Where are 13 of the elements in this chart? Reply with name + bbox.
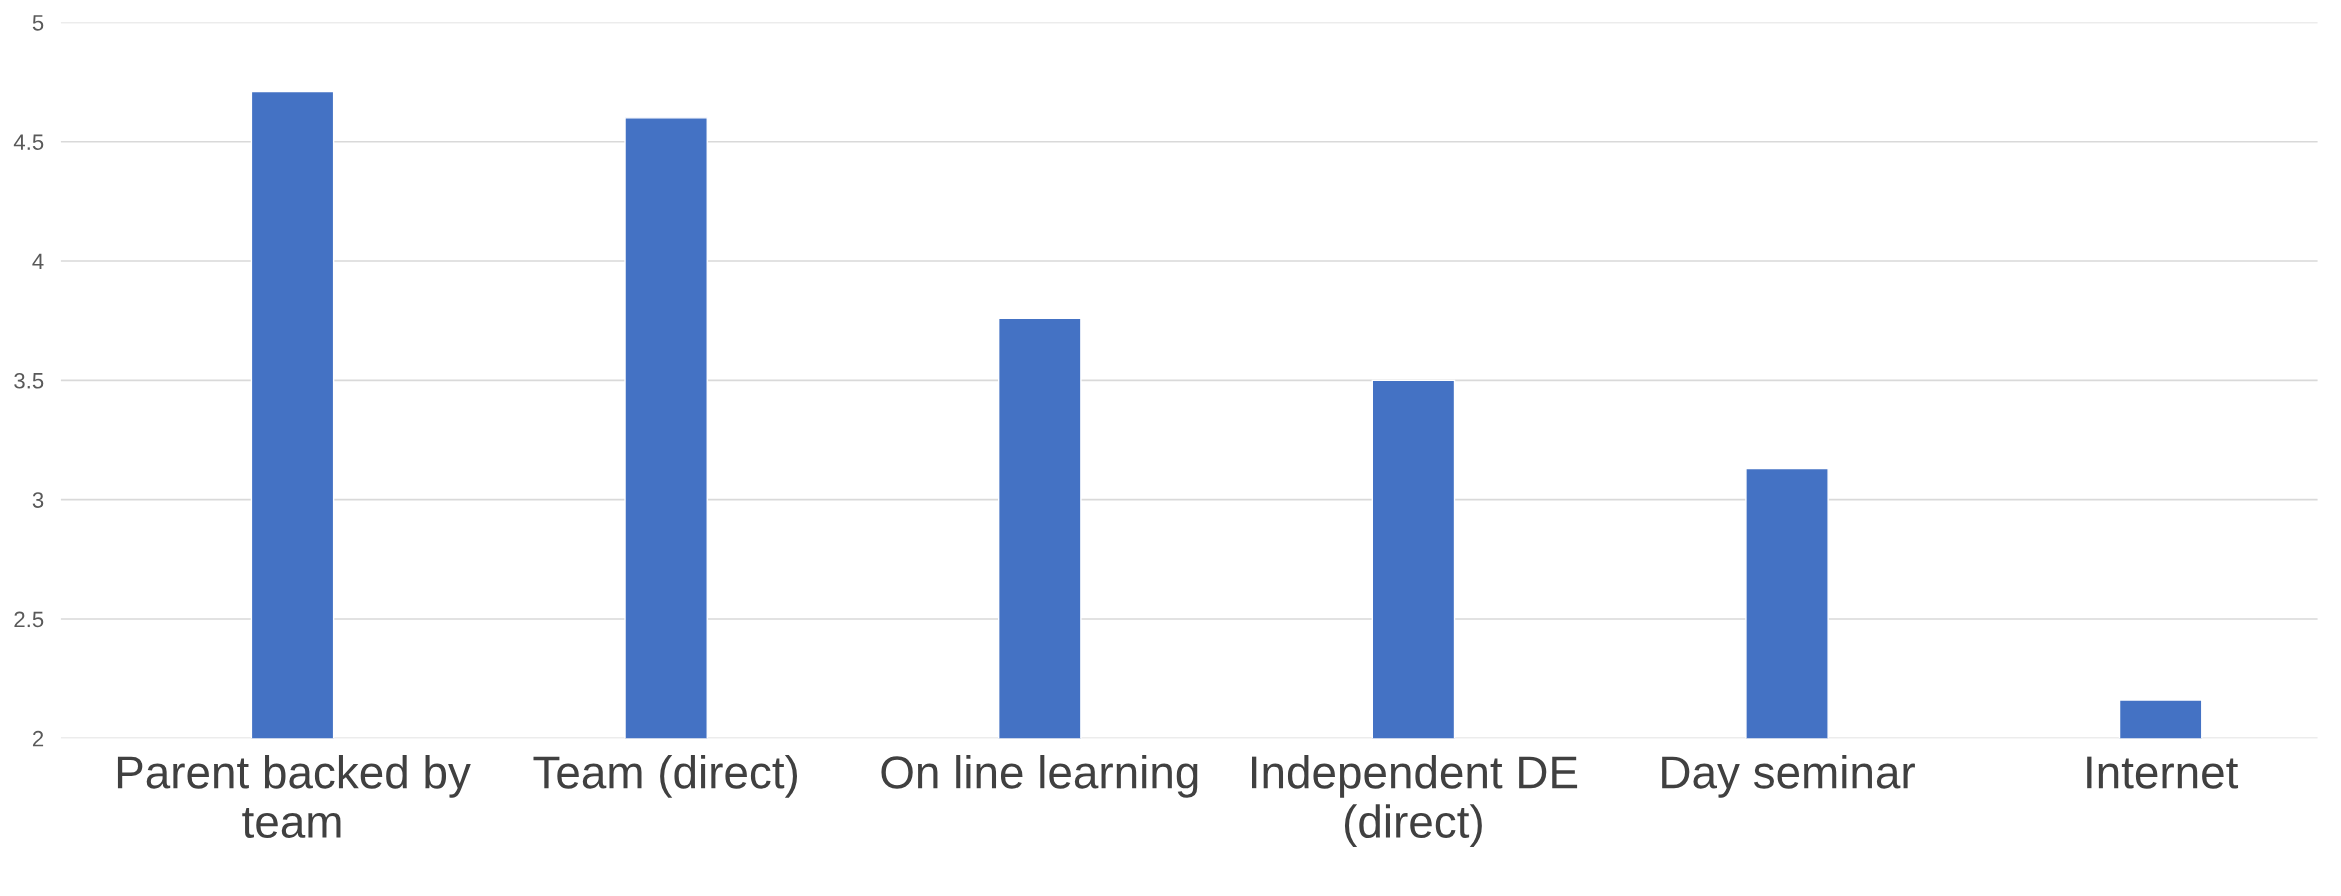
y-tick-label: 2 bbox=[32, 730, 44, 747]
y-tick-label: 3.5 bbox=[14, 372, 44, 389]
x-tick-label: Day seminar bbox=[1662, 754, 1915, 798]
y-tick-label: 4.5 bbox=[13, 134, 44, 150]
x-tick-label: Team (direct) bbox=[533, 754, 798, 798]
y-tick-label: 4 bbox=[32, 253, 44, 270]
y-tick-label: 2.5 bbox=[14, 611, 44, 628]
x-tick-label: Internet bbox=[2087, 756, 2239, 789]
x-tick-label: Parent backed by team bbox=[117, 754, 471, 838]
y-tick-label: 5 bbox=[32, 15, 44, 31]
x-tick-label: On line learning bbox=[881, 754, 1198, 798]
x-tick-label: Independent DE (direct) bbox=[1252, 754, 1578, 848]
y-tick-label: 3 bbox=[32, 492, 44, 508]
